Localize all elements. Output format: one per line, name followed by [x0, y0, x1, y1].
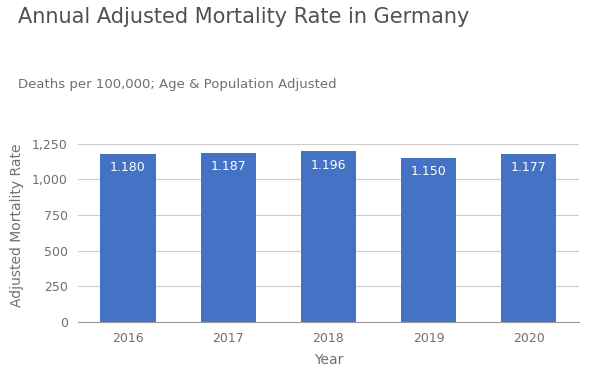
Bar	[401, 158, 456, 322]
Text: Annual Adjusted Mortality Rate in Germany: Annual Adjusted Mortality Rate in German…	[18, 7, 469, 27]
Bar	[201, 153, 256, 322]
Text: 1.187: 1.187	[210, 160, 246, 173]
Text: 1.180: 1.180	[110, 161, 146, 174]
Text: Deaths per 100,000; Age & Population Adjusted: Deaths per 100,000; Age & Population Adj…	[18, 78, 337, 91]
Bar	[501, 154, 556, 322]
X-axis label: Year: Year	[313, 353, 343, 367]
Text: 1.196: 1.196	[310, 159, 346, 172]
Bar	[100, 154, 155, 322]
Text: 1.177: 1.177	[511, 161, 547, 174]
Y-axis label: Adjusted Mortality Rate: Adjusted Mortality Rate	[10, 144, 24, 307]
Text: 1.150: 1.150	[411, 165, 447, 178]
Bar	[301, 151, 356, 322]
